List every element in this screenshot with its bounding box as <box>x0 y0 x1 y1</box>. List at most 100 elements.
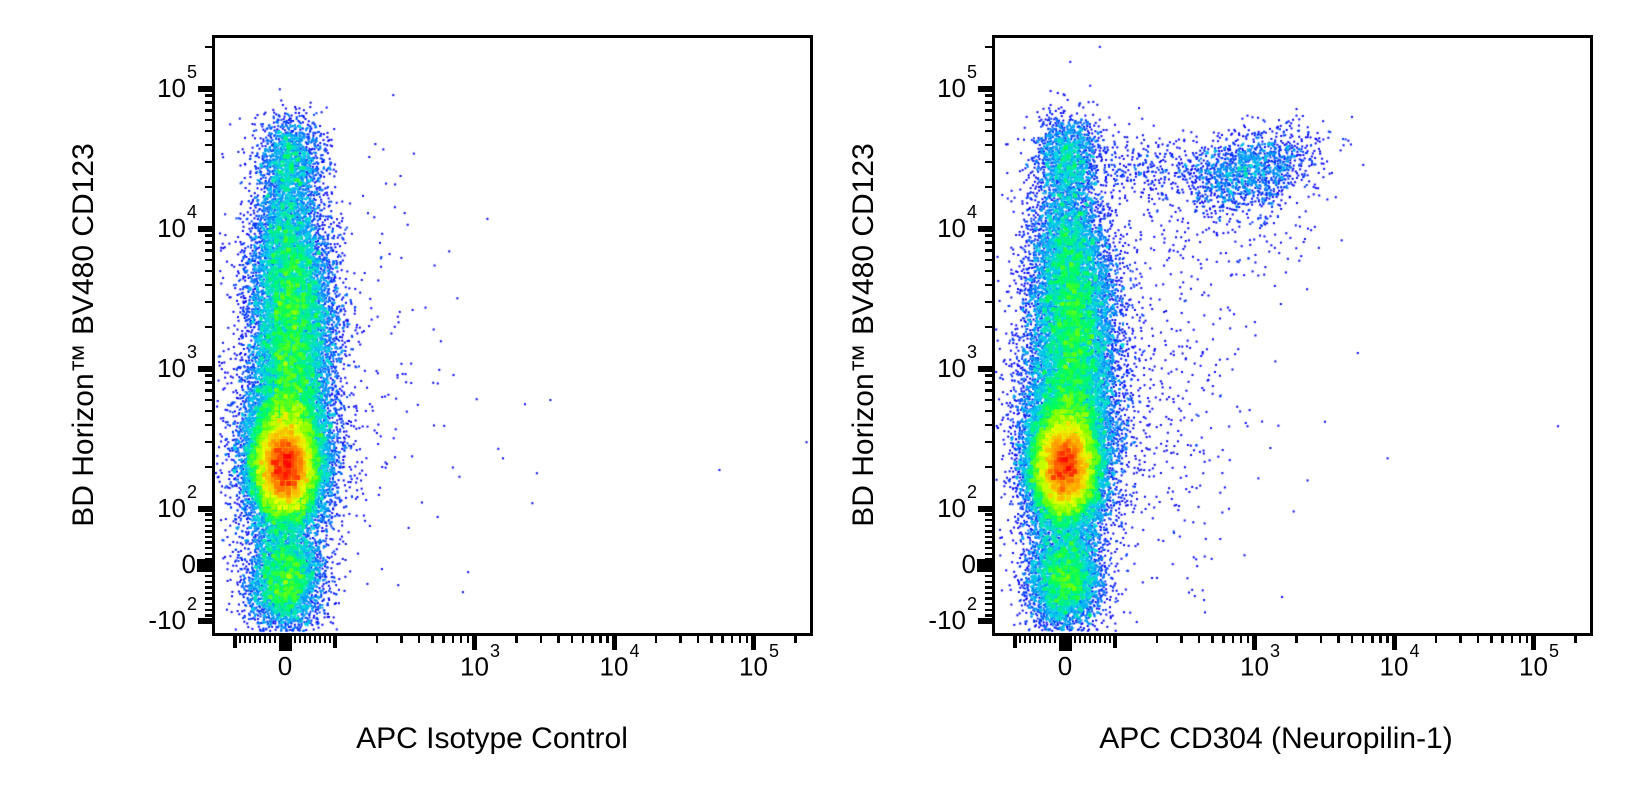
y-minor-tick <box>985 608 992 611</box>
y-minor-tick <box>205 423 212 426</box>
x-minor-tick <box>273 636 277 643</box>
y-minor-tick <box>205 249 212 252</box>
y-minor-tick <box>205 325 212 329</box>
y-minor-tick <box>205 409 212 413</box>
y-major-tick <box>978 506 992 512</box>
x-minor-tick <box>1501 636 1504 643</box>
y-minor-tick <box>205 185 212 189</box>
y-minor-tick <box>985 441 992 444</box>
x-major-tick <box>1113 636 1117 648</box>
y-minor-tick <box>985 423 992 426</box>
y-minor-tick <box>205 524 212 527</box>
y-minor-tick <box>985 45 992 49</box>
x-minor-tick <box>400 636 403 643</box>
x-major-tick <box>611 636 617 650</box>
y-minor-tick <box>985 575 992 578</box>
x-minor-tick <box>1103 636 1107 643</box>
x-minor-tick <box>794 636 797 643</box>
x-axis-title-left: APC Isotype Control <box>356 722 628 755</box>
x-minor-tick <box>515 636 518 643</box>
y-minor-tick <box>205 591 212 595</box>
x-minor-tick <box>451 636 455 643</box>
y-minor-tick <box>205 541 212 544</box>
x-minor-tick <box>1098 636 1102 643</box>
density-plot-isotype <box>215 38 810 633</box>
x-minor-tick <box>303 636 307 643</box>
y-minor-tick <box>985 530 992 533</box>
x-minor-tick <box>1574 636 1577 643</box>
x-minor-tick <box>1108 636 1112 643</box>
x-minor-tick <box>1088 636 1092 643</box>
y-minor-tick <box>985 524 992 527</box>
x-major-tick <box>1013 636 1017 648</box>
y-minor-tick <box>985 398 992 402</box>
y-axis-title-right: BD Horizon™ BV480 CD123 <box>847 143 880 527</box>
y-major-tick <box>198 618 212 624</box>
x-minor-tick <box>1053 636 1057 643</box>
y-minor-tick <box>985 519 992 522</box>
x-minor-tick <box>1434 636 1438 643</box>
x-minor-tick <box>1068 636 1072 643</box>
y-minor-tick <box>985 118 992 122</box>
y-minor-tick <box>985 129 992 133</box>
x-minor-tick <box>1525 636 1529 643</box>
y-minor-tick <box>205 569 212 572</box>
y-minor-tick <box>985 94 992 97</box>
y-minor-tick <box>985 597 992 600</box>
y-minor-tick <box>205 547 212 550</box>
y-minor-tick <box>205 398 212 402</box>
y-tick-label: 103 <box>937 342 977 383</box>
y-minor-tick <box>985 541 992 544</box>
y-minor-tick <box>205 118 212 122</box>
y-minor-tick <box>205 45 212 49</box>
y-minor-tick <box>205 586 212 589</box>
y-minor-tick <box>205 381 212 384</box>
x-minor-tick <box>243 636 247 643</box>
y-minor-tick <box>985 325 992 329</box>
x-minor-tick <box>599 636 602 643</box>
y-minor-tick <box>205 94 212 97</box>
x-minor-tick <box>1058 636 1062 643</box>
y-axis-title-left: BD Horizon™ BV480 CD123 <box>67 143 100 527</box>
x-minor-tick <box>1371 636 1374 643</box>
x-minor-tick <box>293 636 297 643</box>
y-major-tick <box>978 618 992 624</box>
y-minor-tick <box>205 608 212 611</box>
y-minor-tick <box>205 283 212 286</box>
y-major-tick <box>977 558 992 572</box>
y-minor-tick <box>205 258 212 262</box>
x-minor-tick <box>710 636 713 643</box>
x-minor-tick <box>308 636 312 643</box>
x-minor-tick <box>1379 636 1382 643</box>
x-minor-tick <box>238 636 242 643</box>
x-minor-tick <box>539 636 543 643</box>
x-minor-tick <box>745 636 749 643</box>
x-minor-tick <box>1073 636 1077 643</box>
x-minor-tick <box>1155 636 1159 643</box>
x-minor-tick <box>1490 636 1493 643</box>
x-minor-tick <box>606 636 609 643</box>
x-tick-label: 104 <box>599 641 640 682</box>
x-minor-tick <box>1246 636 1250 643</box>
y-major-tick <box>198 506 212 512</box>
y-minor-tick <box>985 409 992 413</box>
x-minor-tick <box>730 636 734 643</box>
x-minor-tick <box>1083 636 1087 643</box>
x-minor-tick <box>263 636 267 643</box>
x-minor-tick <box>375 636 379 643</box>
y-minor-tick <box>205 441 212 444</box>
x-tick-label: 104 <box>1379 641 1420 682</box>
y-minor-tick <box>985 143 992 146</box>
x-minor-tick <box>268 636 272 643</box>
y-minor-tick <box>985 580 992 583</box>
x-minor-tick <box>1018 636 1022 643</box>
y-minor-tick <box>985 389 992 392</box>
y-minor-tick <box>205 552 212 555</box>
y-tick-label: 102 <box>937 482 977 523</box>
x-minor-tick <box>466 636 470 643</box>
x-minor-tick <box>1043 636 1047 643</box>
y-minor-tick <box>985 535 992 539</box>
x-minor-tick <box>1048 636 1052 643</box>
x-minor-tick <box>1197 636 1201 643</box>
